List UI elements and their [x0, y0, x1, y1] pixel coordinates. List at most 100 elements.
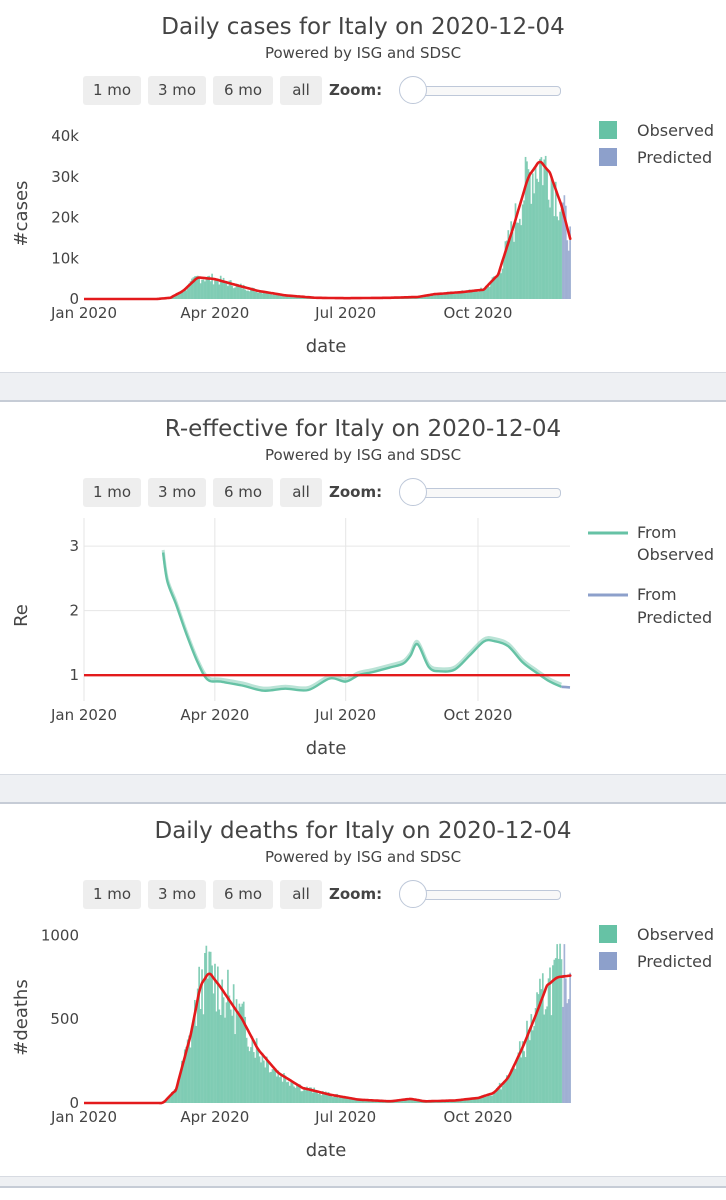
cases-bar [206, 276, 209, 299]
deaths-bar [501, 1085, 504, 1103]
cases-bar [464, 292, 467, 299]
deaths-bar [506, 1075, 508, 1103]
cases-bar [263, 292, 265, 299]
deaths-bar [481, 1095, 484, 1103]
deaths-bar [349, 1099, 351, 1103]
cases-bar [539, 158, 541, 299]
deaths-bar [399, 1100, 402, 1103]
cases-bar [569, 226, 571, 299]
cases-bar [277, 295, 280, 299]
cases-bar [540, 157, 543, 299]
reff-predicted-line [561, 685, 571, 689]
reff-legend-predicted-label-line2: Predicted [637, 608, 712, 627]
reff-legend-observed-label-line2: Observed [637, 545, 714, 564]
deaths-bar [264, 1067, 267, 1103]
cases-bar [478, 289, 481, 299]
reff-all-button[interactable]: all [280, 478, 322, 507]
deaths-bar [217, 966, 219, 1103]
cases-6mo-button[interactable]: 6 mo [213, 76, 273, 105]
deaths-bar [267, 1060, 270, 1103]
deaths-bar [470, 1098, 472, 1103]
deaths-bar [534, 1007, 537, 1103]
deaths-bar [539, 978, 541, 1103]
deaths-bar [527, 1029, 530, 1103]
cases-bar [431, 293, 433, 299]
deaths-bar [365, 1100, 367, 1103]
cases-bar [421, 296, 423, 299]
reff-panel: R-effective for Italy on 2020-12-04 Powe… [0, 402, 726, 774]
deaths-bar [475, 1096, 478, 1103]
cases-bar [241, 288, 244, 299]
reff-zoom-slider-handle[interactable] [399, 478, 427, 506]
deaths-bar [563, 944, 566, 1103]
cases-y-tick-label: 10k [51, 249, 79, 267]
deaths-bar [546, 1006, 548, 1103]
reff-6mo-button[interactable]: 6 mo [213, 478, 273, 507]
cases-fit-line [84, 160, 572, 301]
deaths-bar [524, 1057, 527, 1103]
deaths-bar [340, 1097, 343, 1103]
deaths-bar [202, 1014, 205, 1103]
cases-bar [247, 290, 249, 299]
deaths-x-axis-title: date [306, 1140, 347, 1161]
cases-bar [208, 275, 211, 299]
deaths-bar [222, 997, 225, 1103]
cases-bar [195, 276, 198, 299]
cases-bar [231, 285, 234, 299]
deaths-all-button[interactable]: all [280, 880, 322, 909]
cases-all-button[interactable]: all [280, 76, 322, 105]
reff-subtitle: Powered by ISG and SDSC [264, 446, 462, 464]
deaths-bar [172, 1091, 175, 1103]
deaths-bar [254, 1057, 257, 1103]
deaths-bar [517, 1052, 520, 1103]
cases-bar [189, 281, 192, 299]
cases-bar [494, 277, 497, 299]
cases-bar [278, 294, 281, 299]
cases-bar [198, 276, 200, 299]
cases-bar [237, 284, 239, 299]
deaths-bar [252, 1052, 255, 1103]
cases-bar [232, 288, 235, 299]
cases-bar [480, 287, 482, 299]
cases-legend-observed-swatch [599, 121, 617, 139]
deaths-1mo-button[interactable]: 1 mo [83, 880, 141, 909]
deaths-bar [311, 1092, 314, 1103]
deaths-bar [221, 979, 224, 1103]
deaths-bar [520, 1057, 523, 1103]
deaths-bar [369, 1100, 372, 1103]
reff-x-tick-label: Apr 2020 [180, 706, 249, 724]
cases-bar [244, 289, 247, 299]
deaths-bar [260, 1062, 262, 1103]
reff-1mo-button[interactable]: 1 mo [83, 478, 141, 507]
deaths-6mo-button[interactable]: 6 mo [213, 880, 273, 909]
cases-bar [552, 183, 554, 299]
cases-bar [294, 296, 297, 299]
deaths-bar [306, 1086, 308, 1103]
deaths-bar [327, 1092, 330, 1103]
cases-1mo-button[interactable]: 1 mo [83, 76, 141, 105]
cases-bar [457, 293, 459, 299]
cases-bar [444, 292, 446, 299]
cases-3mo-button[interactable]: 3 mo [148, 76, 206, 105]
deaths-zoom-slider-handle[interactable] [399, 880, 427, 908]
cases-zoom-slider-handle[interactable] [399, 76, 427, 104]
cases-bar [432, 295, 435, 299]
cases-bar [534, 167, 537, 299]
deaths-x-tick-label: Jan 2020 [50, 1108, 117, 1126]
cases-bar [546, 169, 548, 299]
deaths-3mo-button[interactable]: 3 mo [148, 880, 206, 909]
cases-y-tick-label: 20k [51, 209, 79, 227]
deaths-bar [504, 1080, 507, 1103]
deaths-bar [179, 1073, 182, 1103]
cases-x-tick-label: Jul 2020 [314, 304, 376, 322]
deaths-bar [494, 1092, 497, 1103]
cases-bar [238, 284, 241, 299]
cases-panel: Daily cases for Italy on 2020-12-04 Powe… [0, 0, 726, 372]
reff-3mo-button[interactable]: 3 mo [148, 478, 206, 507]
cases-bar [217, 280, 219, 299]
deaths-bar [540, 989, 543, 1103]
cases-bar [286, 294, 288, 299]
cases-bar [212, 284, 215, 299]
cases-bar [252, 287, 255, 299]
deaths-bar [166, 1097, 169, 1103]
